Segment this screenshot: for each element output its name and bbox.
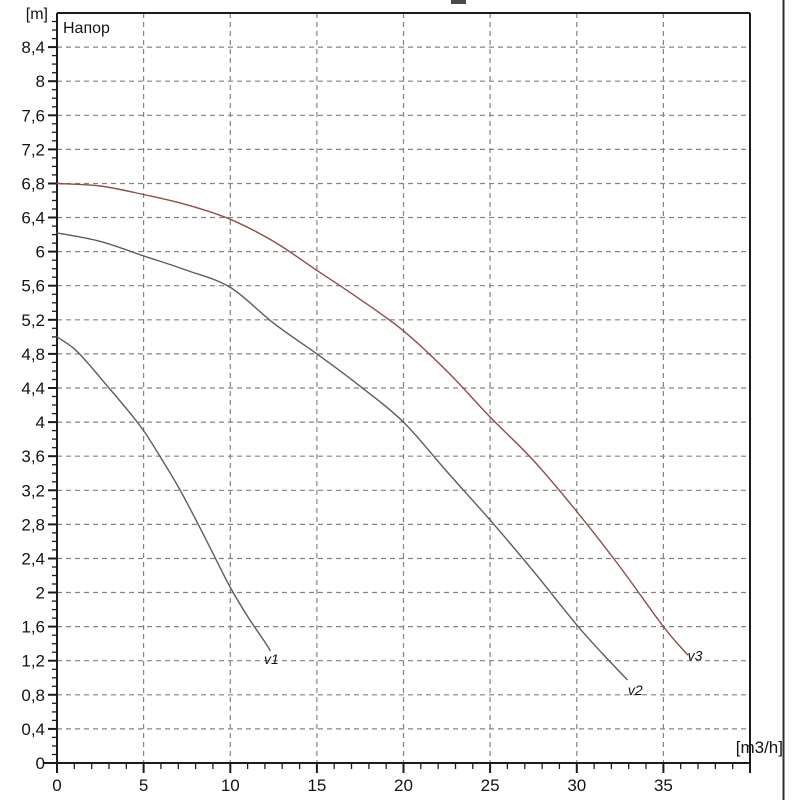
y-tick-label: 6,8 — [21, 175, 45, 194]
axis-tick-labels: 0 0,4 0,8 1,2 1,6 2 2,4 2,8 3,2 3,6 4 4,4 4,8 5,2 5,6 6… — [21, 38, 673, 795]
y-tick-label: 6,4 — [21, 209, 45, 228]
curve-v2 — [56, 232, 628, 681]
x-axis-unit-label: [m3/h] — [736, 738, 783, 757]
y-tick-label: 0,8 — [21, 686, 45, 705]
curve-label-v3: v3 — [688, 648, 703, 664]
curve-v3 — [56, 182, 689, 656]
axis-ticks — [48, 20, 734, 773]
y-tick-label: 8,4 — [21, 38, 45, 57]
axes — [44, 12, 751, 773]
y-tick-label: 5,2 — [21, 311, 45, 330]
x-tick-label: 35 — [654, 776, 673, 795]
y-tick-label: 3,2 — [21, 481, 45, 500]
x-tick-label: 10 — [221, 776, 240, 795]
y-tick-label: 1,6 — [21, 618, 45, 637]
x-tick-label: 30 — [567, 776, 586, 795]
y-tick-label: 0,4 — [21, 720, 45, 739]
curves — [56, 182, 689, 681]
y-tick-label: 4,4 — [21, 379, 45, 398]
curve-v1 — [56, 336, 271, 652]
x-tick-label: 5 — [139, 776, 148, 795]
y-tick-label: 1,2 — [21, 652, 45, 671]
y-axis-unit-label: [m] — [26, 6, 48, 23]
y-tick-label: 2 — [36, 584, 45, 603]
chart-title: Напор — [63, 20, 110, 37]
x-tick-label: 25 — [481, 776, 500, 795]
y-tick-label: 2,8 — [21, 515, 45, 534]
y-tick-label: 4 — [36, 413, 45, 432]
y-tick-label: 0 — [36, 754, 45, 773]
y-tick-label: 5,6 — [21, 277, 45, 296]
cropped-text-artifact — [451, 0, 466, 4]
y-tick-label: 3,6 — [21, 447, 45, 466]
curve-label-v1: v1 — [264, 651, 279, 667]
gridlines — [57, 13, 750, 763]
curve-label-v2: v2 — [628, 682, 643, 698]
x-tick-label: 20 — [394, 776, 413, 795]
y-tick-label: 6 — [36, 243, 45, 262]
y-tick-label: 4,8 — [21, 345, 45, 364]
y-tick-label: 7,6 — [21, 106, 45, 125]
y-tick-label: 2,4 — [21, 550, 45, 569]
y-tick-label: 8 — [36, 72, 45, 91]
curve-labels: v1 v2 v3 — [264, 648, 703, 698]
x-tick-label: 15 — [307, 776, 326, 795]
y-tick-label: 7,2 — [21, 140, 45, 159]
x-tick-label: 0 — [52, 776, 61, 795]
